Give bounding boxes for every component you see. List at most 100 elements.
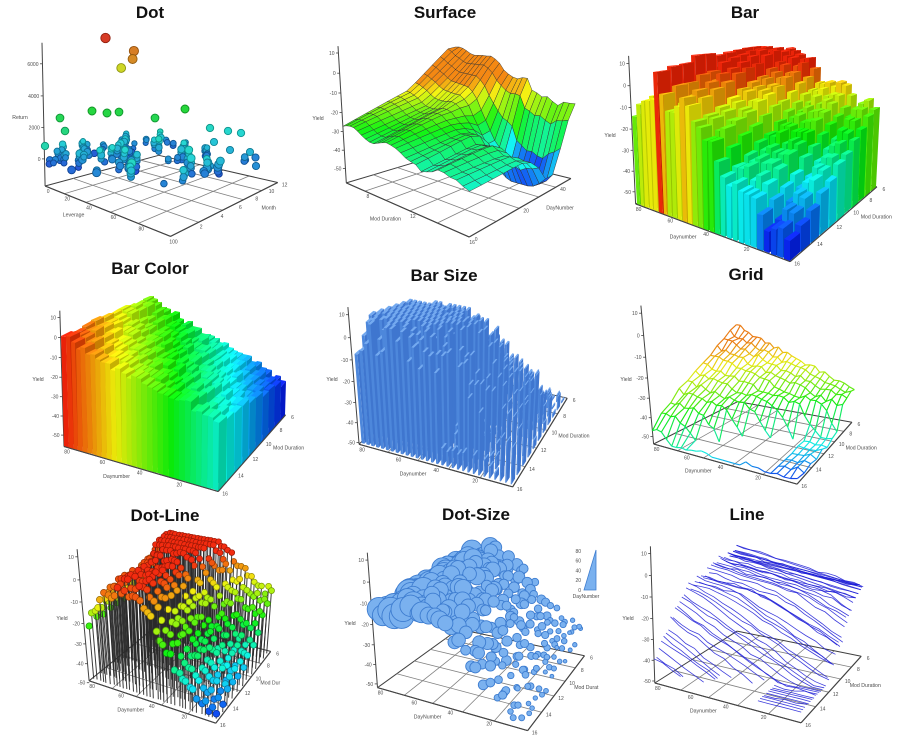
svg-text:-30: -30 [51, 395, 58, 401]
svg-text:-40: -40 [333, 148, 340, 154]
svg-text:80: 80 [89, 684, 95, 690]
svg-text:10: 10 [569, 681, 575, 687]
svg-text:-20: -20 [636, 376, 643, 382]
svg-text:-30: -30 [332, 130, 339, 136]
svg-text:20: 20 [575, 578, 581, 584]
svg-text:12: 12 [282, 183, 288, 189]
svg-text:80: 80 [654, 447, 660, 453]
svg-text:Mod Duration: Mod Duration [861, 214, 892, 220]
svg-text:8: 8 [255, 197, 258, 203]
svg-text:Dot-Size: Dot-Size [442, 505, 510, 524]
svg-text:20: 20 [177, 482, 183, 488]
svg-text:12: 12 [833, 692, 839, 698]
svg-text:12: 12 [245, 691, 251, 697]
svg-text:-40: -40 [346, 421, 353, 427]
svg-text:10: 10 [339, 313, 345, 319]
svg-text:-10: -10 [620, 106, 627, 112]
svg-text:10: 10 [68, 555, 74, 561]
svg-text:100: 100 [169, 239, 178, 245]
svg-text:12: 12 [558, 696, 564, 702]
svg-text:16: 16 [222, 492, 228, 498]
svg-text:Bar Color: Bar Color [111, 259, 189, 278]
svg-text:16: 16 [469, 240, 475, 246]
svg-text:60: 60 [111, 215, 117, 221]
svg-text:0: 0 [363, 580, 366, 586]
svg-text:Month: Month [262, 206, 277, 212]
svg-text:60: 60 [100, 460, 106, 466]
svg-text:12: 12 [828, 454, 834, 460]
svg-text:Daynumber: Daynumber [103, 474, 130, 480]
svg-text:-50: -50 [366, 682, 373, 688]
svg-text:0: 0 [38, 157, 41, 163]
svg-text:2000: 2000 [29, 126, 40, 132]
svg-text:6: 6 [883, 187, 886, 193]
svg-text:20: 20 [761, 715, 767, 721]
svg-text:Daynumber: Daynumber [685, 469, 712, 475]
svg-text:14: 14 [817, 242, 823, 248]
svg-text:14: 14 [233, 706, 239, 712]
svg-text:10: 10 [329, 51, 335, 57]
svg-text:6: 6 [239, 205, 242, 211]
svg-text:-50: -50 [348, 440, 355, 446]
svg-text:60: 60 [118, 694, 124, 700]
svg-text:8: 8 [267, 664, 270, 670]
svg-text:4: 4 [221, 214, 224, 220]
svg-text:12: 12 [837, 225, 843, 231]
svg-text:40: 40 [723, 705, 729, 711]
svg-text:DayNumber: DayNumber [546, 206, 574, 212]
svg-text:Dot-Line: Dot-Line [131, 506, 200, 525]
svg-text:40: 40 [448, 711, 454, 717]
svg-text:8: 8 [849, 431, 852, 437]
svg-text:-40: -40 [643, 658, 650, 664]
svg-text:-30: -30 [344, 400, 351, 406]
svg-text:6: 6 [867, 656, 870, 662]
svg-text:-20: -20 [621, 127, 628, 133]
svg-text:-10: -10 [360, 602, 367, 608]
svg-text:Yield: Yield [344, 621, 355, 627]
svg-text:Yield: Yield [32, 377, 43, 383]
svg-text:80: 80 [139, 226, 145, 232]
svg-text:DayNumber: DayNumber [573, 594, 600, 600]
svg-text:-40: -40 [640, 416, 647, 422]
svg-text:0: 0 [578, 588, 581, 594]
svg-text:0: 0 [623, 84, 626, 90]
svg-text:10: 10 [266, 442, 272, 448]
svg-text:0: 0 [47, 189, 50, 195]
svg-text:Yield: Yield [622, 616, 633, 622]
svg-text:-30: -30 [622, 148, 629, 154]
svg-text:4000: 4000 [28, 94, 39, 100]
svg-text:-40: -40 [76, 662, 83, 668]
svg-text:6: 6 [590, 656, 593, 662]
svg-text:60: 60 [688, 695, 694, 701]
svg-text:40: 40 [703, 232, 709, 238]
svg-text:6000: 6000 [27, 62, 38, 68]
svg-text:10: 10 [839, 442, 845, 448]
svg-text:-50: -50 [624, 190, 631, 196]
svg-text:0: 0 [637, 334, 640, 340]
svg-text:80: 80 [636, 207, 642, 213]
svg-text:40: 40 [433, 468, 439, 474]
svg-text:Daynumber: Daynumber [400, 472, 427, 478]
svg-text:-40: -40 [623, 169, 630, 175]
svg-text:Mod Duration: Mod Duration [850, 683, 881, 689]
svg-text:10: 10 [641, 552, 647, 558]
svg-text:Dot: Dot [136, 3, 165, 22]
svg-text:20: 20 [486, 722, 492, 728]
svg-text:16: 16 [805, 723, 811, 729]
svg-text:60: 60 [412, 700, 418, 706]
svg-text:14: 14 [546, 712, 552, 718]
svg-text:20: 20 [744, 247, 750, 253]
svg-text:12: 12 [253, 457, 259, 463]
svg-text:80: 80 [359, 447, 365, 453]
svg-text:-20: -20 [51, 375, 58, 381]
svg-text:0: 0 [645, 573, 648, 579]
svg-text:-10: -10 [50, 356, 57, 362]
svg-text:-50: -50 [334, 167, 341, 173]
svg-text:-40: -40 [364, 663, 371, 669]
svg-text:40: 40 [137, 471, 143, 477]
svg-text:16: 16 [532, 731, 538, 736]
svg-text:20: 20 [523, 208, 529, 214]
svg-text:Yield: Yield [620, 377, 631, 383]
svg-text:14: 14 [816, 468, 822, 474]
svg-text:16: 16 [801, 484, 807, 490]
